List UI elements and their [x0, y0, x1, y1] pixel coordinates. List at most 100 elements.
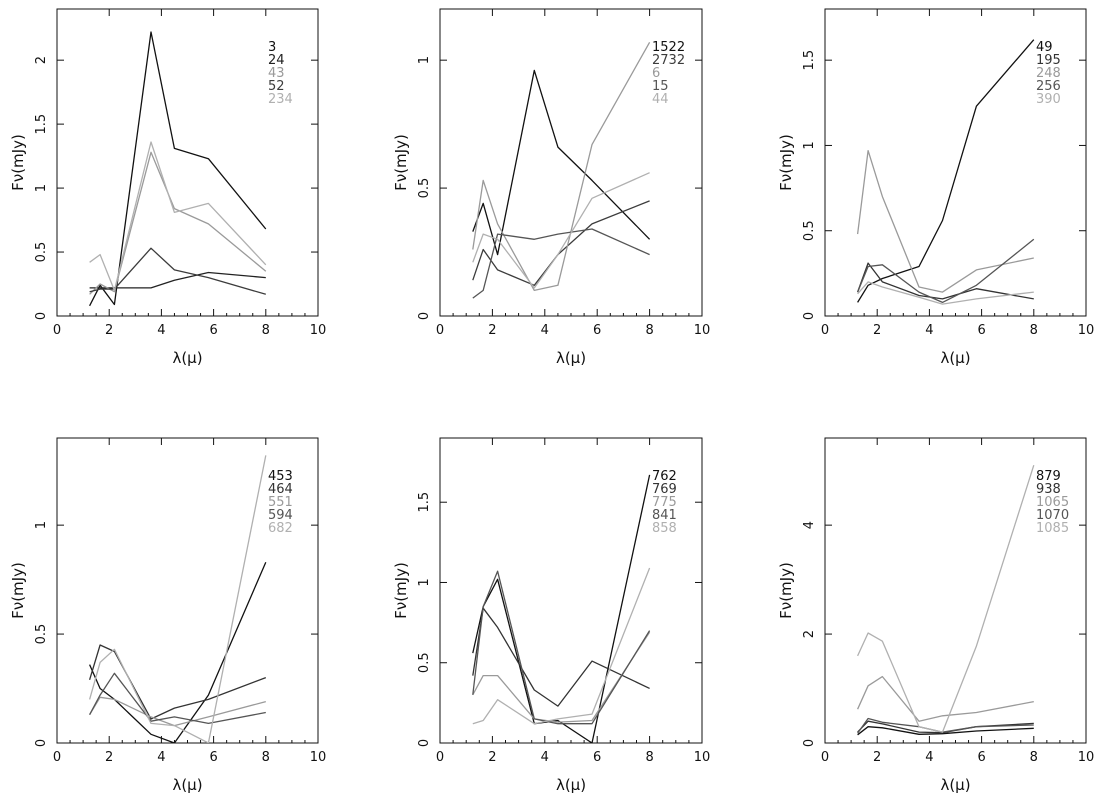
x-tick-label: 0 — [436, 750, 444, 765]
legend-label: 195 — [1036, 53, 1061, 68]
series-group — [88, 455, 267, 743]
y-axis-label: Fν(mJy) — [9, 134, 27, 191]
series-line-841 — [472, 570, 651, 725]
x-tick-label: 0 — [53, 750, 61, 765]
y-tick-label: 1 — [34, 521, 49, 529]
series-group — [472, 474, 651, 743]
x-tick-label: 10 — [310, 750, 327, 765]
legend-label: 769 — [652, 482, 677, 497]
legend-label: 1070 — [1036, 508, 1069, 523]
y-axis-label: Fν(mJy) — [777, 134, 795, 191]
x-axis-label: λ(μ) — [172, 349, 202, 367]
x-tick-label: 2 — [105, 323, 113, 338]
x-tick-label: 0 — [53, 323, 61, 338]
x-tick-label: 2 — [488, 323, 496, 338]
x-tick-label: 6 — [977, 750, 985, 765]
x-tick-label: 0 — [821, 750, 829, 765]
y-tick-label: 2 — [34, 56, 49, 64]
y-tick-label: 0.5 — [34, 242, 49, 263]
x-tick-label: 10 — [310, 323, 327, 338]
series-line-49 — [857, 39, 1035, 303]
y-tick-label: 4 — [802, 521, 817, 529]
y-tick-label: 0.5 — [34, 624, 49, 645]
series-line-775 — [472, 631, 651, 723]
series-line-1085 — [857, 465, 1035, 733]
series-line-24 — [89, 271, 266, 289]
series-line-15 — [472, 228, 650, 299]
y-tick-label: 1 — [417, 578, 432, 586]
series-line-234 — [89, 141, 267, 292]
legend-label: 841 — [652, 508, 677, 523]
x-tick-label: 6 — [209, 323, 217, 338]
x-axis-label: λ(μ) — [556, 776, 586, 794]
x-tick-label: 4 — [541, 750, 549, 765]
legend-label: 1065 — [1036, 495, 1069, 510]
x-tick-label: 6 — [209, 750, 217, 765]
series-line-43 — [89, 151, 267, 295]
series-group — [472, 41, 651, 299]
x-tick-label: 2 — [488, 750, 496, 765]
legend-label: 938 — [1036, 482, 1061, 497]
legend-label: 775 — [652, 495, 677, 510]
series-line-52 — [89, 247, 266, 295]
x-axis-label: λ(μ) — [940, 776, 970, 794]
x-tick-label: 2 — [105, 750, 113, 765]
series-line-858 — [472, 567, 651, 725]
y-tick-label: 1.5 — [417, 492, 432, 513]
x-tick-label: 4 — [925, 323, 933, 338]
y-tick-label: 0.5 — [417, 652, 432, 673]
series-line-879 — [857, 726, 1034, 736]
series-line-195 — [856, 262, 1034, 300]
y-tick-label: 0 — [34, 312, 49, 320]
x-tick-label: 8 — [645, 323, 653, 338]
legend-label: 453 — [268, 469, 293, 484]
series-line-256 — [856, 238, 1035, 304]
x-tick-label: 8 — [262, 750, 270, 765]
legend-label: 248 — [1036, 66, 1061, 81]
y-tick-label: 2 — [802, 630, 817, 638]
x-tick-label: 8 — [645, 750, 653, 765]
legend-label: 464 — [268, 482, 293, 497]
x-axis-label: λ(μ) — [940, 349, 970, 367]
series-line-1522 — [472, 69, 651, 256]
y-tick-label: 0.5 — [417, 178, 432, 199]
legend-label: 594 — [268, 508, 293, 523]
legend-label: 24 — [268, 53, 285, 68]
legend-label: 1085 — [1036, 521, 1069, 536]
y-tick-label: 1 — [34, 184, 49, 192]
y-axis-label: Fν(mJy) — [777, 562, 795, 619]
y-tick-label: 0 — [802, 312, 817, 320]
series-group — [856, 39, 1035, 305]
x-tick-label: 8 — [262, 323, 270, 338]
x-tick-label: 4 — [157, 750, 165, 765]
series-line-6 — [472, 41, 651, 292]
chart-panel-5: 0 2 4 6 8 10 0 0.5 1 1.5 λ(μ) Fν(mJy) 76276977584185… — [392, 437, 711, 794]
series-line-44 — [472, 172, 650, 289]
legend-label: 3 — [268, 40, 276, 55]
x-tick-label: 8 — [1030, 323, 1038, 338]
x-tick-label: 10 — [694, 323, 711, 338]
x-tick-label: 0 — [436, 323, 444, 338]
legend-label: 15 — [652, 79, 669, 94]
y-tick-label: 0 — [417, 739, 432, 747]
legend-label: 234 — [268, 92, 293, 107]
legend-label: 52 — [268, 79, 285, 94]
series-line-769 — [472, 607, 650, 707]
legend-label: 256 — [1036, 79, 1061, 94]
y-tick-label: 1 — [417, 56, 432, 64]
x-tick-label: 10 — [694, 750, 711, 765]
series-line-390 — [857, 281, 1034, 305]
series-line-3 — [89, 31, 267, 307]
x-tick-label: 8 — [1030, 750, 1038, 765]
series-line-1065 — [857, 675, 1034, 722]
x-tick-label: 2 — [873, 750, 881, 765]
x-tick-label: 10 — [1078, 323, 1095, 338]
series-line-551 — [89, 696, 266, 727]
legend-label: 879 — [1036, 469, 1061, 484]
legend-label: 858 — [652, 521, 677, 536]
